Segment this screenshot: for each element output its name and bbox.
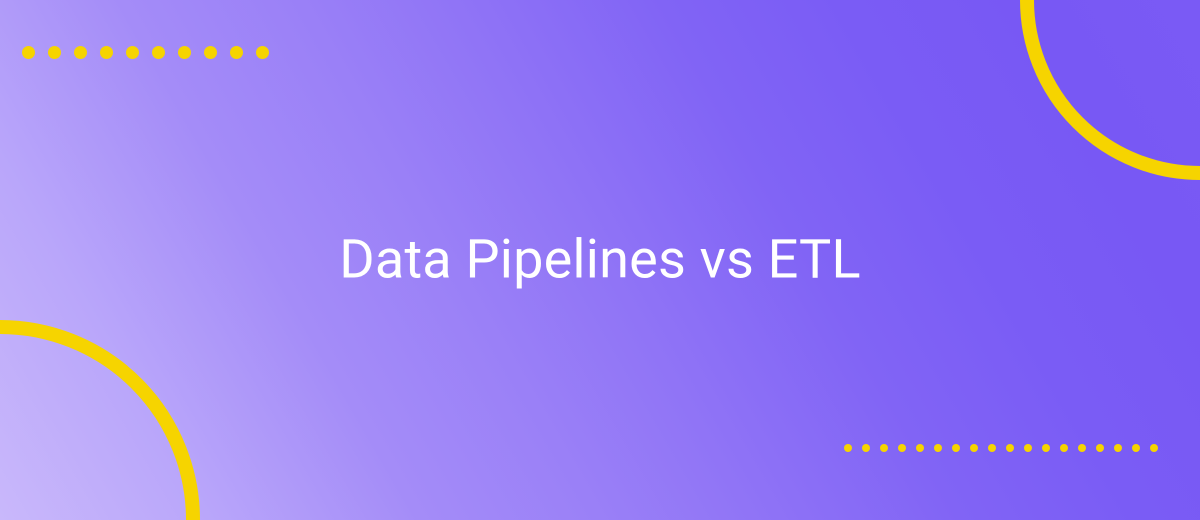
dot-icon	[1024, 444, 1032, 452]
dot-icon	[1132, 444, 1140, 452]
dot-icon	[988, 444, 996, 452]
dot-icon	[1060, 444, 1068, 452]
dot-icon	[916, 444, 924, 452]
dot-icon	[178, 46, 191, 59]
banner-canvas: Data Pipelines vs ETL	[0, 0, 1200, 520]
dot-icon	[880, 444, 888, 452]
dot-icon	[898, 444, 906, 452]
dot-icon	[952, 444, 960, 452]
dot-icon	[1114, 444, 1122, 452]
main-title: Data Pipelines vs ETL	[339, 229, 861, 292]
dot-icon	[126, 46, 139, 59]
dot-icon	[1006, 444, 1014, 452]
dot-icon	[1096, 444, 1104, 452]
dot-icon	[1042, 444, 1050, 452]
dot-icon	[204, 46, 217, 59]
dot-icon	[1150, 444, 1158, 452]
dot-icon	[934, 444, 942, 452]
dot-icon	[1078, 444, 1086, 452]
dot-icon	[256, 46, 269, 59]
dot-icon	[152, 46, 165, 59]
dot-icon	[862, 444, 870, 452]
dots-bottom-right	[844, 444, 1158, 452]
dot-icon	[48, 46, 61, 59]
dot-icon	[100, 46, 113, 59]
dots-top-left	[22, 46, 269, 59]
dot-icon	[970, 444, 978, 452]
dot-icon	[844, 444, 852, 452]
dot-icon	[230, 46, 243, 59]
dot-icon	[22, 46, 35, 59]
dot-icon	[74, 46, 87, 59]
